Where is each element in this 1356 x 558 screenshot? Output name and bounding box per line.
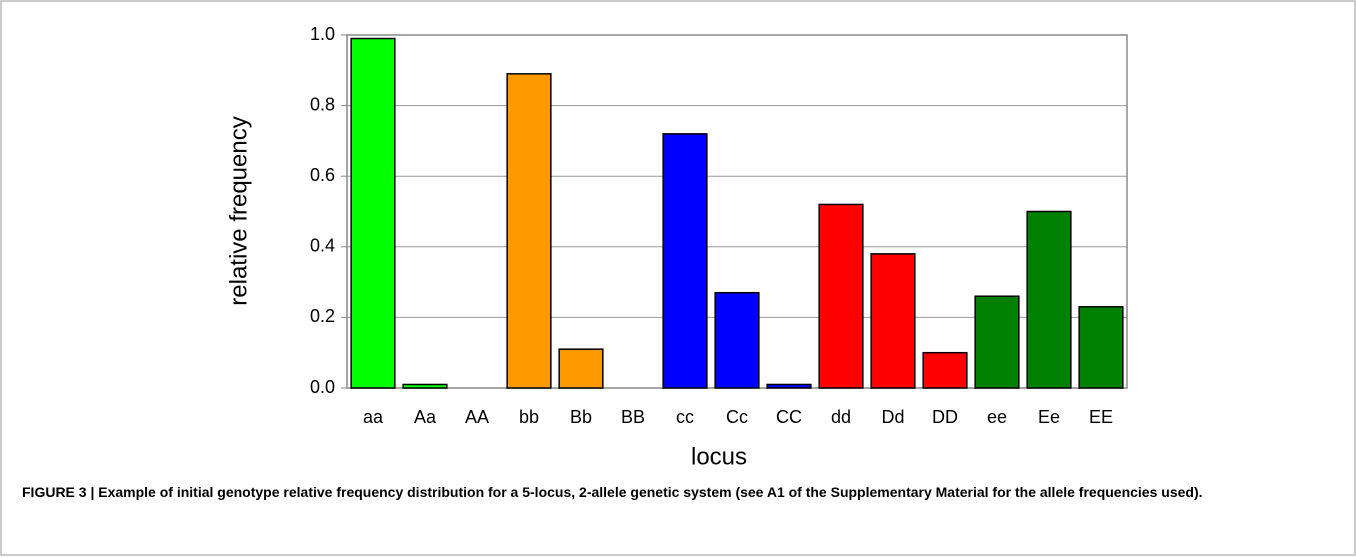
x-tick-label: EE xyxy=(1089,407,1113,427)
y-tick-label: 1.0 xyxy=(310,24,335,44)
caption: FIGURE 3 | Example of initial genotype r… xyxy=(22,484,1203,500)
x-tick-label: cc xyxy=(676,407,694,427)
y-tick-label: 0.2 xyxy=(310,306,335,326)
bar xyxy=(558,348,604,389)
bar xyxy=(766,383,812,389)
bar xyxy=(506,73,552,389)
x-tick-label: DD xyxy=(932,407,958,427)
x-tick-label: aa xyxy=(363,407,384,427)
x-tick-label: dd xyxy=(831,407,851,427)
y-tick-label: 0.8 xyxy=(310,94,335,114)
x-axis-label: locus xyxy=(691,443,747,470)
x-tick-label: Ee xyxy=(1038,407,1060,427)
x-tick-label: Aa xyxy=(414,407,437,427)
x-tick-label: Bb xyxy=(570,407,592,427)
bar xyxy=(1078,306,1124,389)
bar xyxy=(1026,210,1072,389)
x-tick-label: Dd xyxy=(881,407,904,427)
bar xyxy=(402,383,448,389)
bar xyxy=(350,37,396,389)
x-tick-label: BB xyxy=(621,407,645,427)
y-axis-label: relative frequency xyxy=(225,116,252,305)
bar xyxy=(870,253,916,389)
bar xyxy=(714,291,760,389)
x-tick-label: Cc xyxy=(726,407,748,427)
x-tick-label: AA xyxy=(465,407,489,427)
bar xyxy=(974,295,1020,389)
bar xyxy=(922,351,968,389)
x-tick-label: CC xyxy=(776,407,802,427)
y-tick-label: 0.6 xyxy=(310,165,335,185)
bar xyxy=(818,203,864,389)
x-tick-label: bb xyxy=(519,407,539,427)
bar xyxy=(662,133,708,389)
y-tick-label: 0.0 xyxy=(310,377,335,397)
y-tick-label: 0.4 xyxy=(310,236,335,256)
x-tick-label: ee xyxy=(987,407,1007,427)
